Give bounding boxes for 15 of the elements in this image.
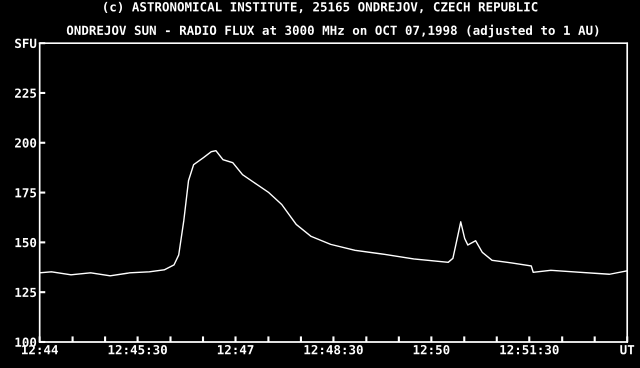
x-tick-label: 12:51:30 <box>500 344 559 354</box>
x-tick-label: UT <box>620 345 634 354</box>
x-tick-label: 12:48:30 <box>304 344 363 354</box>
x-tick-label: 12:45:30 <box>108 344 167 354</box>
chart-title: ONDREJOV SUN - RADIO FLUX at 3000 MHz on OCT 07,1998 (adjusted to 1 AU) <box>66 24 598 38</box>
y-tick-label: 175 <box>15 188 36 198</box>
y-tick-label: 225 <box>15 88 36 98</box>
x-tick-label: 12:44 <box>22 344 58 354</box>
text: (c) ASTRONOMICAL INSTITUTE, 25165 ONDREJOV, CZECH REPUBLIC <box>104 2 538 14</box>
y-tick-label: 150 <box>15 238 36 248</box>
y-tick-label: 200 <box>15 138 36 148</box>
x-tick-label: 12:47 <box>218 344 254 354</box>
y-tick-label: SFU <box>15 38 36 48</box>
x-tick-label: 12:50 <box>414 344 450 354</box>
y-tick-label: 125 <box>15 288 36 298</box>
